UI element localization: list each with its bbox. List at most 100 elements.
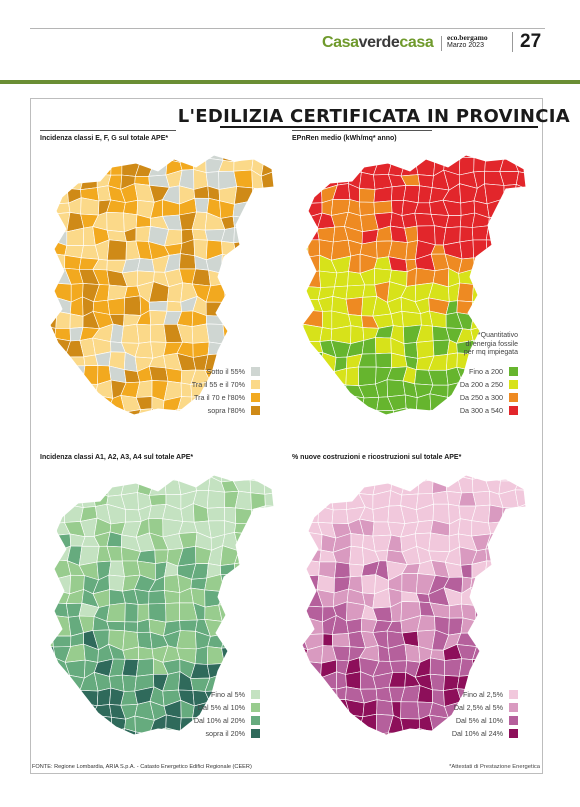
municipality-area xyxy=(488,295,506,316)
municipality-area xyxy=(166,300,183,312)
municipality-area xyxy=(528,519,533,536)
municipality-area xyxy=(262,155,274,163)
municipality-area xyxy=(330,156,352,174)
municipality-area xyxy=(123,199,139,216)
municipality-area xyxy=(444,658,463,677)
page-masthead: Casaverdecasa eco.bergamo Marzo 2023 27 xyxy=(0,0,580,84)
municipality-area xyxy=(106,239,127,261)
legend-label: Dal 5% al 10% xyxy=(197,703,245,712)
municipality-area xyxy=(517,311,526,330)
municipality-area xyxy=(135,742,155,745)
municipality-area xyxy=(275,284,280,299)
municipality-area xyxy=(528,228,532,243)
municipality-area xyxy=(498,633,520,649)
legend-item: sopra l'80% xyxy=(192,404,260,417)
municipality-area xyxy=(528,731,532,745)
municipality-area xyxy=(527,646,532,661)
municipality-area xyxy=(191,155,208,159)
municipality-area xyxy=(247,521,263,536)
municipality-area xyxy=(52,615,72,637)
municipality-area xyxy=(224,298,235,317)
municipality-area xyxy=(50,203,55,218)
municipality-area xyxy=(121,674,137,692)
municipality-area xyxy=(302,504,305,525)
municipality-area xyxy=(246,575,265,592)
municipality-area xyxy=(106,475,127,478)
municipality-area xyxy=(246,326,263,345)
municipality-area xyxy=(459,239,474,260)
municipality-area xyxy=(302,559,305,577)
municipality-area xyxy=(51,713,71,735)
municipality-area xyxy=(54,351,67,372)
legend-item: Da 250 a 300 xyxy=(460,391,518,404)
legend-item: Fino a 200 xyxy=(460,365,518,378)
municipality-area xyxy=(303,716,324,735)
municipality-area xyxy=(330,155,352,163)
municipality-area xyxy=(121,658,139,677)
legend-item: Sotto il 55% xyxy=(192,365,260,378)
municipality-area xyxy=(249,212,265,230)
municipality-area xyxy=(485,547,505,563)
municipality-area xyxy=(249,479,266,495)
municipality-area xyxy=(93,155,112,176)
municipality-area xyxy=(121,560,141,577)
legend-classi-efg: Sotto il 55% Tra il 55 e il 70% Tra il 70 … xyxy=(192,365,260,417)
municipality-area xyxy=(473,618,490,634)
municipality-area xyxy=(278,533,280,552)
municipality-area xyxy=(137,155,156,163)
municipality-area xyxy=(236,674,251,689)
footnote-ape: *Attestati di Prestazione Energetica xyxy=(449,764,540,770)
municipality-area xyxy=(527,324,532,342)
municipality-area xyxy=(262,310,274,328)
municipality-area xyxy=(429,657,446,676)
municipality-area xyxy=(527,355,532,372)
municipality-area xyxy=(276,518,280,536)
municipality-area xyxy=(305,686,323,702)
municipality-area xyxy=(261,352,274,371)
municipality-area xyxy=(302,398,308,412)
legend-label: Dal 10% al 24% xyxy=(451,729,503,738)
legend-swatch xyxy=(251,406,260,415)
municipality-area xyxy=(233,660,251,678)
municipality-area xyxy=(262,587,274,607)
municipality-area xyxy=(302,407,309,415)
legend-label: Tra il 70 e l'80% xyxy=(193,393,245,402)
municipality-area xyxy=(233,240,254,259)
municipality-area xyxy=(444,155,462,158)
municipality-area xyxy=(303,699,320,719)
municipality-area xyxy=(345,730,365,735)
municipality-area xyxy=(233,573,254,592)
municipality-area xyxy=(148,300,168,312)
municipality-area xyxy=(473,155,487,159)
municipality-area xyxy=(414,202,432,215)
municipality-area xyxy=(275,145,280,162)
municipality-area xyxy=(249,227,265,245)
municipality-area xyxy=(528,240,532,258)
municipality-area xyxy=(68,713,82,735)
municipality-area xyxy=(331,509,349,525)
legend-swatch xyxy=(251,729,260,738)
municipality-area xyxy=(92,475,108,481)
municipality-area xyxy=(302,475,308,480)
legend-label: Dal 10% al 20% xyxy=(193,716,245,725)
municipality-area xyxy=(66,423,85,425)
municipality-area xyxy=(334,271,349,288)
municipality-area xyxy=(106,602,126,623)
municipality-area xyxy=(50,718,58,731)
municipality-area xyxy=(331,633,351,648)
municipality-area xyxy=(111,728,125,735)
municipality-area xyxy=(460,617,477,634)
municipality-area xyxy=(471,225,489,241)
municipality-area xyxy=(527,296,532,311)
legend-label: Fino al 5% xyxy=(211,690,245,699)
municipality-area xyxy=(206,743,225,745)
municipality-area xyxy=(261,630,274,651)
municipality-area xyxy=(376,699,394,716)
province-outline xyxy=(301,474,527,736)
municipality-area xyxy=(50,269,54,284)
municipality-area xyxy=(148,366,169,382)
municipality-area xyxy=(330,393,351,410)
municipality-area xyxy=(232,254,254,271)
infographic-title: L'EDILIZIA CERTIFICATA IN PROVINCIA xyxy=(177,106,570,127)
municipality-area xyxy=(401,212,418,229)
